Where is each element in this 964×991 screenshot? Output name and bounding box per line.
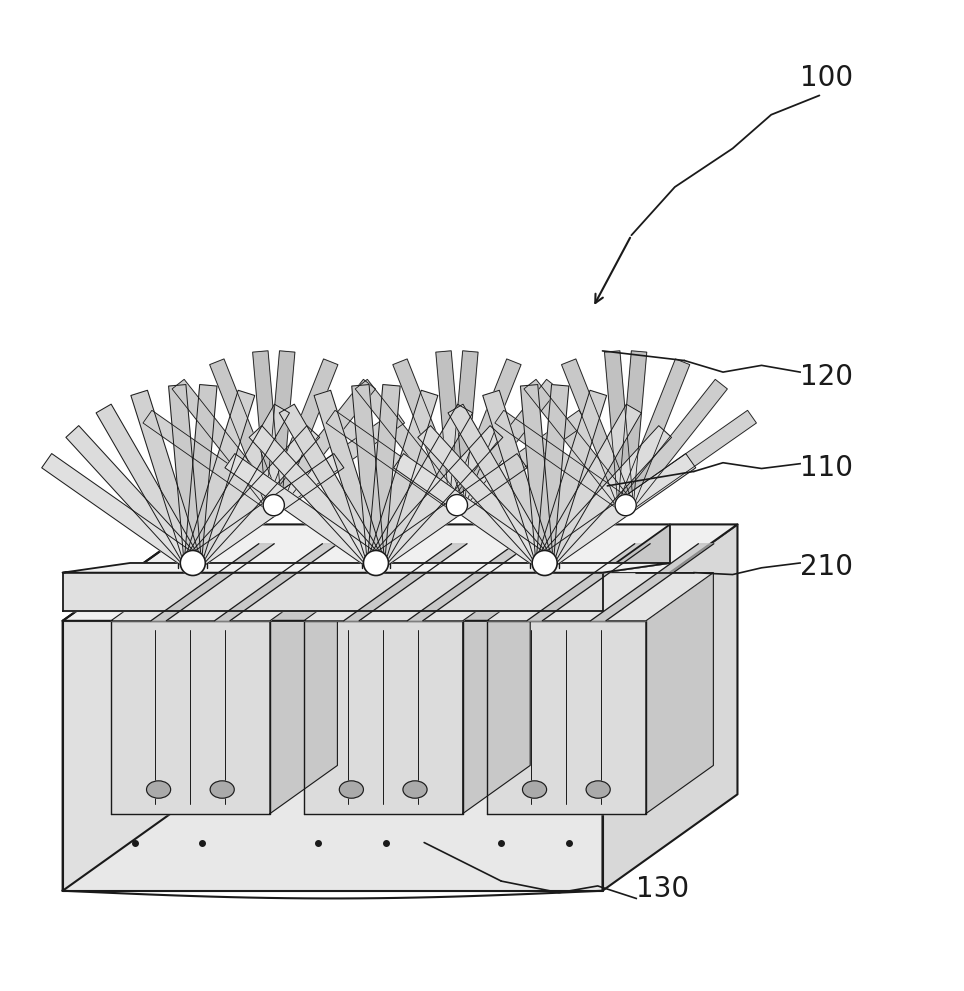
Polygon shape [270,573,337,814]
Polygon shape [185,404,289,567]
Polygon shape [63,524,737,620]
Polygon shape [169,385,201,564]
Ellipse shape [147,781,171,798]
Text: 120: 120 [800,363,853,390]
Polygon shape [184,390,254,566]
Polygon shape [267,359,338,508]
Polygon shape [621,410,757,511]
Polygon shape [314,390,385,566]
Polygon shape [111,573,337,620]
Polygon shape [209,359,281,508]
Polygon shape [487,620,646,814]
Polygon shape [63,620,602,891]
Polygon shape [131,390,201,566]
Polygon shape [355,380,463,510]
Polygon shape [367,390,438,566]
Polygon shape [63,524,198,891]
Polygon shape [521,385,553,564]
Polygon shape [448,404,552,567]
Circle shape [446,495,468,515]
Text: 210: 210 [800,553,853,581]
Polygon shape [96,404,201,567]
Polygon shape [371,454,527,570]
Polygon shape [253,351,281,505]
Ellipse shape [522,781,547,798]
Polygon shape [249,425,383,569]
Polygon shape [186,425,320,569]
Text: 110: 110 [800,454,853,483]
Ellipse shape [339,781,363,798]
Polygon shape [538,425,672,569]
Polygon shape [463,573,530,814]
Polygon shape [449,351,478,505]
Polygon shape [214,544,337,620]
Polygon shape [602,524,670,573]
Circle shape [263,495,284,515]
Polygon shape [392,359,464,508]
Ellipse shape [403,781,427,798]
Polygon shape [526,544,650,620]
Circle shape [532,550,557,576]
Polygon shape [269,410,405,511]
Polygon shape [188,454,344,570]
Polygon shape [111,620,270,814]
Circle shape [180,550,205,576]
Polygon shape [63,563,670,573]
Polygon shape [367,385,400,564]
Text: 100: 100 [800,63,853,92]
Polygon shape [151,544,275,620]
Polygon shape [368,404,472,567]
Polygon shape [304,620,463,814]
Polygon shape [451,380,559,510]
Polygon shape [172,380,280,510]
Polygon shape [590,544,713,620]
Polygon shape [602,524,737,891]
Polygon shape [304,573,530,620]
Polygon shape [537,404,641,567]
Polygon shape [66,425,200,569]
Polygon shape [393,454,549,570]
Polygon shape [536,385,569,564]
Polygon shape [268,380,376,510]
Polygon shape [619,359,690,508]
Polygon shape [452,410,588,511]
Polygon shape [266,351,295,505]
Polygon shape [63,573,602,611]
Polygon shape [280,404,384,567]
Polygon shape [540,454,696,570]
Polygon shape [618,351,647,505]
Polygon shape [483,390,553,566]
Circle shape [615,495,636,515]
Polygon shape [487,573,713,620]
Polygon shape [225,454,381,570]
Polygon shape [417,425,551,569]
Circle shape [363,550,388,576]
Polygon shape [143,410,279,511]
Polygon shape [41,454,198,570]
Polygon shape [536,390,606,566]
Polygon shape [407,544,530,620]
Polygon shape [523,380,631,510]
Polygon shape [450,359,522,508]
Polygon shape [620,380,728,510]
Polygon shape [561,359,632,508]
Polygon shape [326,410,462,511]
Polygon shape [184,385,217,564]
Ellipse shape [210,781,234,798]
Text: 130: 130 [636,875,689,904]
Polygon shape [343,544,468,620]
Polygon shape [436,351,465,505]
Polygon shape [604,351,633,505]
Ellipse shape [586,781,610,798]
Polygon shape [352,385,385,564]
Polygon shape [495,410,630,511]
Polygon shape [646,573,713,814]
Polygon shape [369,425,503,569]
